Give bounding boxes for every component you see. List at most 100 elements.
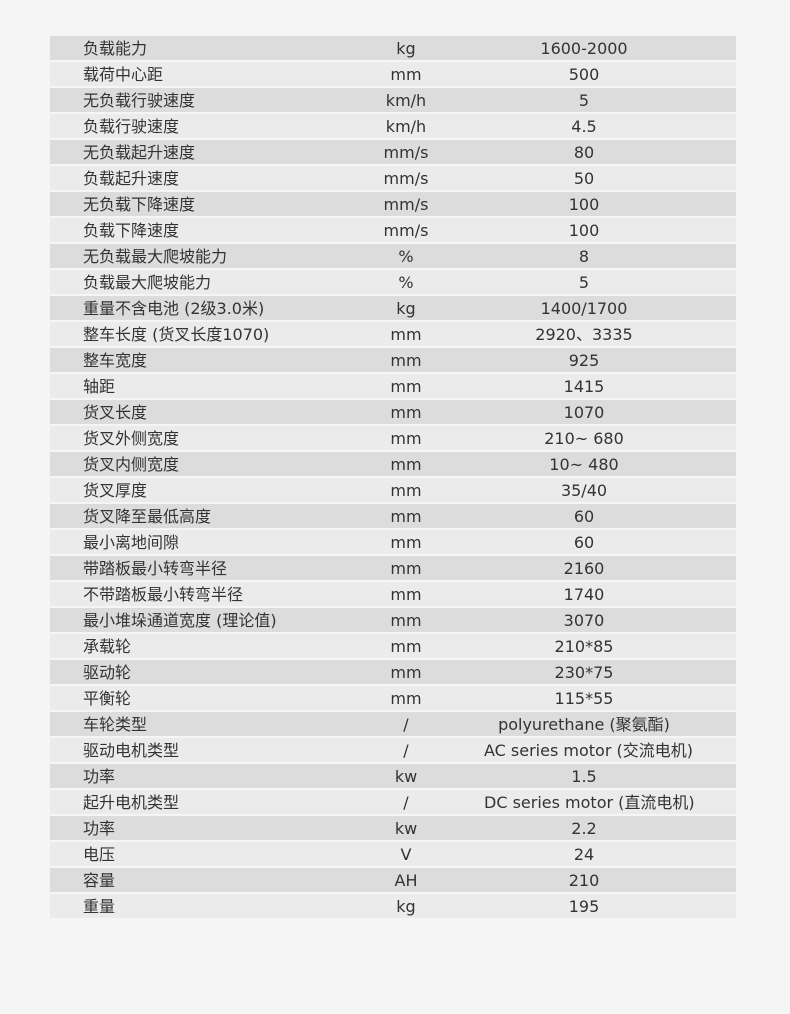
spec-unit: mm	[390, 637, 422, 656]
spec-unit: mm	[390, 65, 422, 84]
spec-unit: mm/s	[383, 143, 429, 162]
spec-unit: mm/s	[383, 221, 429, 240]
spec-name: 负载最大爬坡能力	[83, 273, 212, 292]
spec-value: 1600-2000	[540, 39, 628, 58]
spec-name: 货叉内侧宽度	[83, 455, 180, 474]
spec-value: 10~ 480	[549, 455, 619, 474]
spec-name: 无负载行驶速度	[83, 91, 196, 110]
table-row: 负载最大爬坡能力% 5	[50, 270, 736, 294]
spec-name: 无负载起升速度	[83, 143, 196, 162]
spec-unit: mm	[390, 481, 422, 500]
spec-value: 210	[568, 871, 600, 890]
table-row: 负载下降速度 mm/s 100	[50, 218, 736, 242]
spec-value: 35/40	[560, 481, 608, 500]
spec-value: polyurethane (聚氨酯)	[498, 715, 670, 734]
table-row: 货叉内侧宽度 mm 10~ 480	[50, 452, 736, 476]
spec-name: 负载能力	[83, 39, 148, 58]
spec-name: 无负载下降速度	[83, 195, 196, 214]
spec-name: 货叉厚度	[83, 481, 148, 500]
table-row: 车轮类型 / polyurethane (聚氨酯)	[50, 712, 736, 736]
table-row: 承载轮 mm 210*85	[50, 634, 736, 658]
spec-unit: km/h	[385, 91, 427, 110]
spec-value: 50	[573, 169, 595, 188]
spec-unit: mm	[390, 611, 422, 630]
spec-value: 2160	[563, 559, 605, 578]
spec-name: 功率	[83, 767, 116, 786]
table-row: 不带踏板最小转弯半径 mm 1740	[50, 582, 736, 606]
table-row: 负载起升速度 mm/s 50	[50, 166, 736, 190]
table-row: 无负载行驶速度 km/h 5	[50, 88, 736, 112]
table-row: 平衡轮 mm 115*55	[50, 686, 736, 710]
spec-value: 2.2	[571, 819, 597, 838]
spec-name: 驱动轮	[83, 663, 132, 682]
spec-value: 1.5	[571, 767, 597, 786]
spec-name: 负载行驶速度	[83, 117, 180, 136]
spec-name: 负载起升速度	[83, 169, 180, 188]
table-row: 无负载起升速度 mm/s 80	[50, 140, 736, 164]
table-row: 重量不含电池 (2级3.0米) kg 1400/1700	[50, 296, 736, 320]
table-row: 轴距 mm 1415	[50, 374, 736, 398]
spec-value: 500	[568, 65, 600, 84]
spec-unit: mm	[390, 533, 422, 552]
spec-unit: mm	[390, 377, 422, 396]
spec-value: 1400/1700	[540, 299, 628, 318]
table-row: 容量 AH 210	[50, 868, 736, 892]
table-row: 货叉厚度 mm 35/40	[50, 478, 736, 502]
table-row: 整车长度 (货叉长度1070) mm 2920、3335	[50, 322, 736, 346]
spec-unit: AH	[394, 871, 418, 890]
spec-value: 60	[573, 507, 595, 526]
spec-name: 无负载最大爬坡能力	[83, 247, 228, 266]
spec-value: 60	[573, 533, 595, 552]
spec-unit: kw	[394, 767, 418, 786]
spec-value: 100	[568, 195, 600, 214]
table-row: 货叉长度 mm 1070	[50, 400, 736, 424]
spec-name: 整车宽度	[83, 351, 148, 370]
table-row: 货叉外侧宽度 mm 210~ 680	[50, 426, 736, 450]
spec-value: 3070	[563, 611, 605, 630]
spec-unit: mm	[390, 689, 422, 708]
spec-unit: kg	[396, 897, 416, 916]
spec-unit: mm	[390, 351, 422, 370]
spec-value: 100	[568, 221, 600, 240]
spec-unit: mm/s	[383, 169, 429, 188]
table-row: 负载行驶速度 km/h 4.5	[50, 114, 736, 138]
table-row: 功率 kw 2.2	[50, 816, 736, 840]
table-row: 电压 V 24	[50, 842, 736, 866]
spec-name: 重量	[83, 897, 116, 916]
spec-unit: kw	[394, 819, 418, 838]
spec-unit: kg	[396, 299, 416, 318]
spec-unit: %	[398, 273, 414, 292]
spec-name: 轴距	[83, 377, 116, 396]
table-row: 起升电机类型 / DC series motor (直流电机)	[50, 790, 736, 814]
spec-unit: kg	[396, 39, 416, 58]
table-row: 整车宽度 mm 925	[50, 348, 736, 372]
spec-value: 230*75	[554, 663, 614, 682]
table-row: 带踏板最小转弯半径 mm 2160	[50, 556, 736, 580]
spec-name: 起升电机类型	[83, 793, 180, 812]
table-row: 货叉降至最低高度 mm 60	[50, 504, 736, 528]
spec-name: 车轮类型	[83, 715, 148, 734]
spec-table: 负载能力 kg 1600-2000 载荷中心距 mm 500 无负载行驶速度 km/h 5 负载行…	[50, 36, 736, 920]
spec-name: 驱动电机类型	[83, 741, 180, 760]
spec-unit: /	[403, 793, 409, 812]
spec-name: 功率	[83, 819, 116, 838]
spec-value: 115*55	[554, 689, 614, 708]
spec-value: 195	[568, 897, 600, 916]
spec-name: 最小离地间隙	[83, 533, 180, 552]
spec-name: 平衡轮	[83, 689, 132, 708]
spec-name: 货叉外侧宽度	[83, 429, 180, 448]
spec-unit: mm	[390, 325, 422, 344]
table-row: 最小离地间隙 mm 60	[50, 530, 736, 554]
spec-name: 带踏板最小转弯半径	[83, 559, 228, 578]
table-row: 功率 kw 1.5	[50, 764, 736, 788]
table-row: 无负载最大爬坡能力% 8	[50, 244, 736, 268]
spec-value: 24	[573, 845, 595, 864]
spec-value: DC series motor (直流电机)	[484, 793, 695, 812]
table-row: 驱动电机类型 / AC series motor (交流电机)	[50, 738, 736, 762]
spec-unit: mm	[390, 585, 422, 604]
spec-name: 重量不含电池 (2级3.0米)	[83, 299, 265, 318]
spec-value: 1070	[563, 403, 605, 422]
spec-unit: V	[400, 845, 412, 864]
spec-unit: /	[403, 741, 409, 760]
spec-unit: mm/s	[383, 195, 429, 214]
